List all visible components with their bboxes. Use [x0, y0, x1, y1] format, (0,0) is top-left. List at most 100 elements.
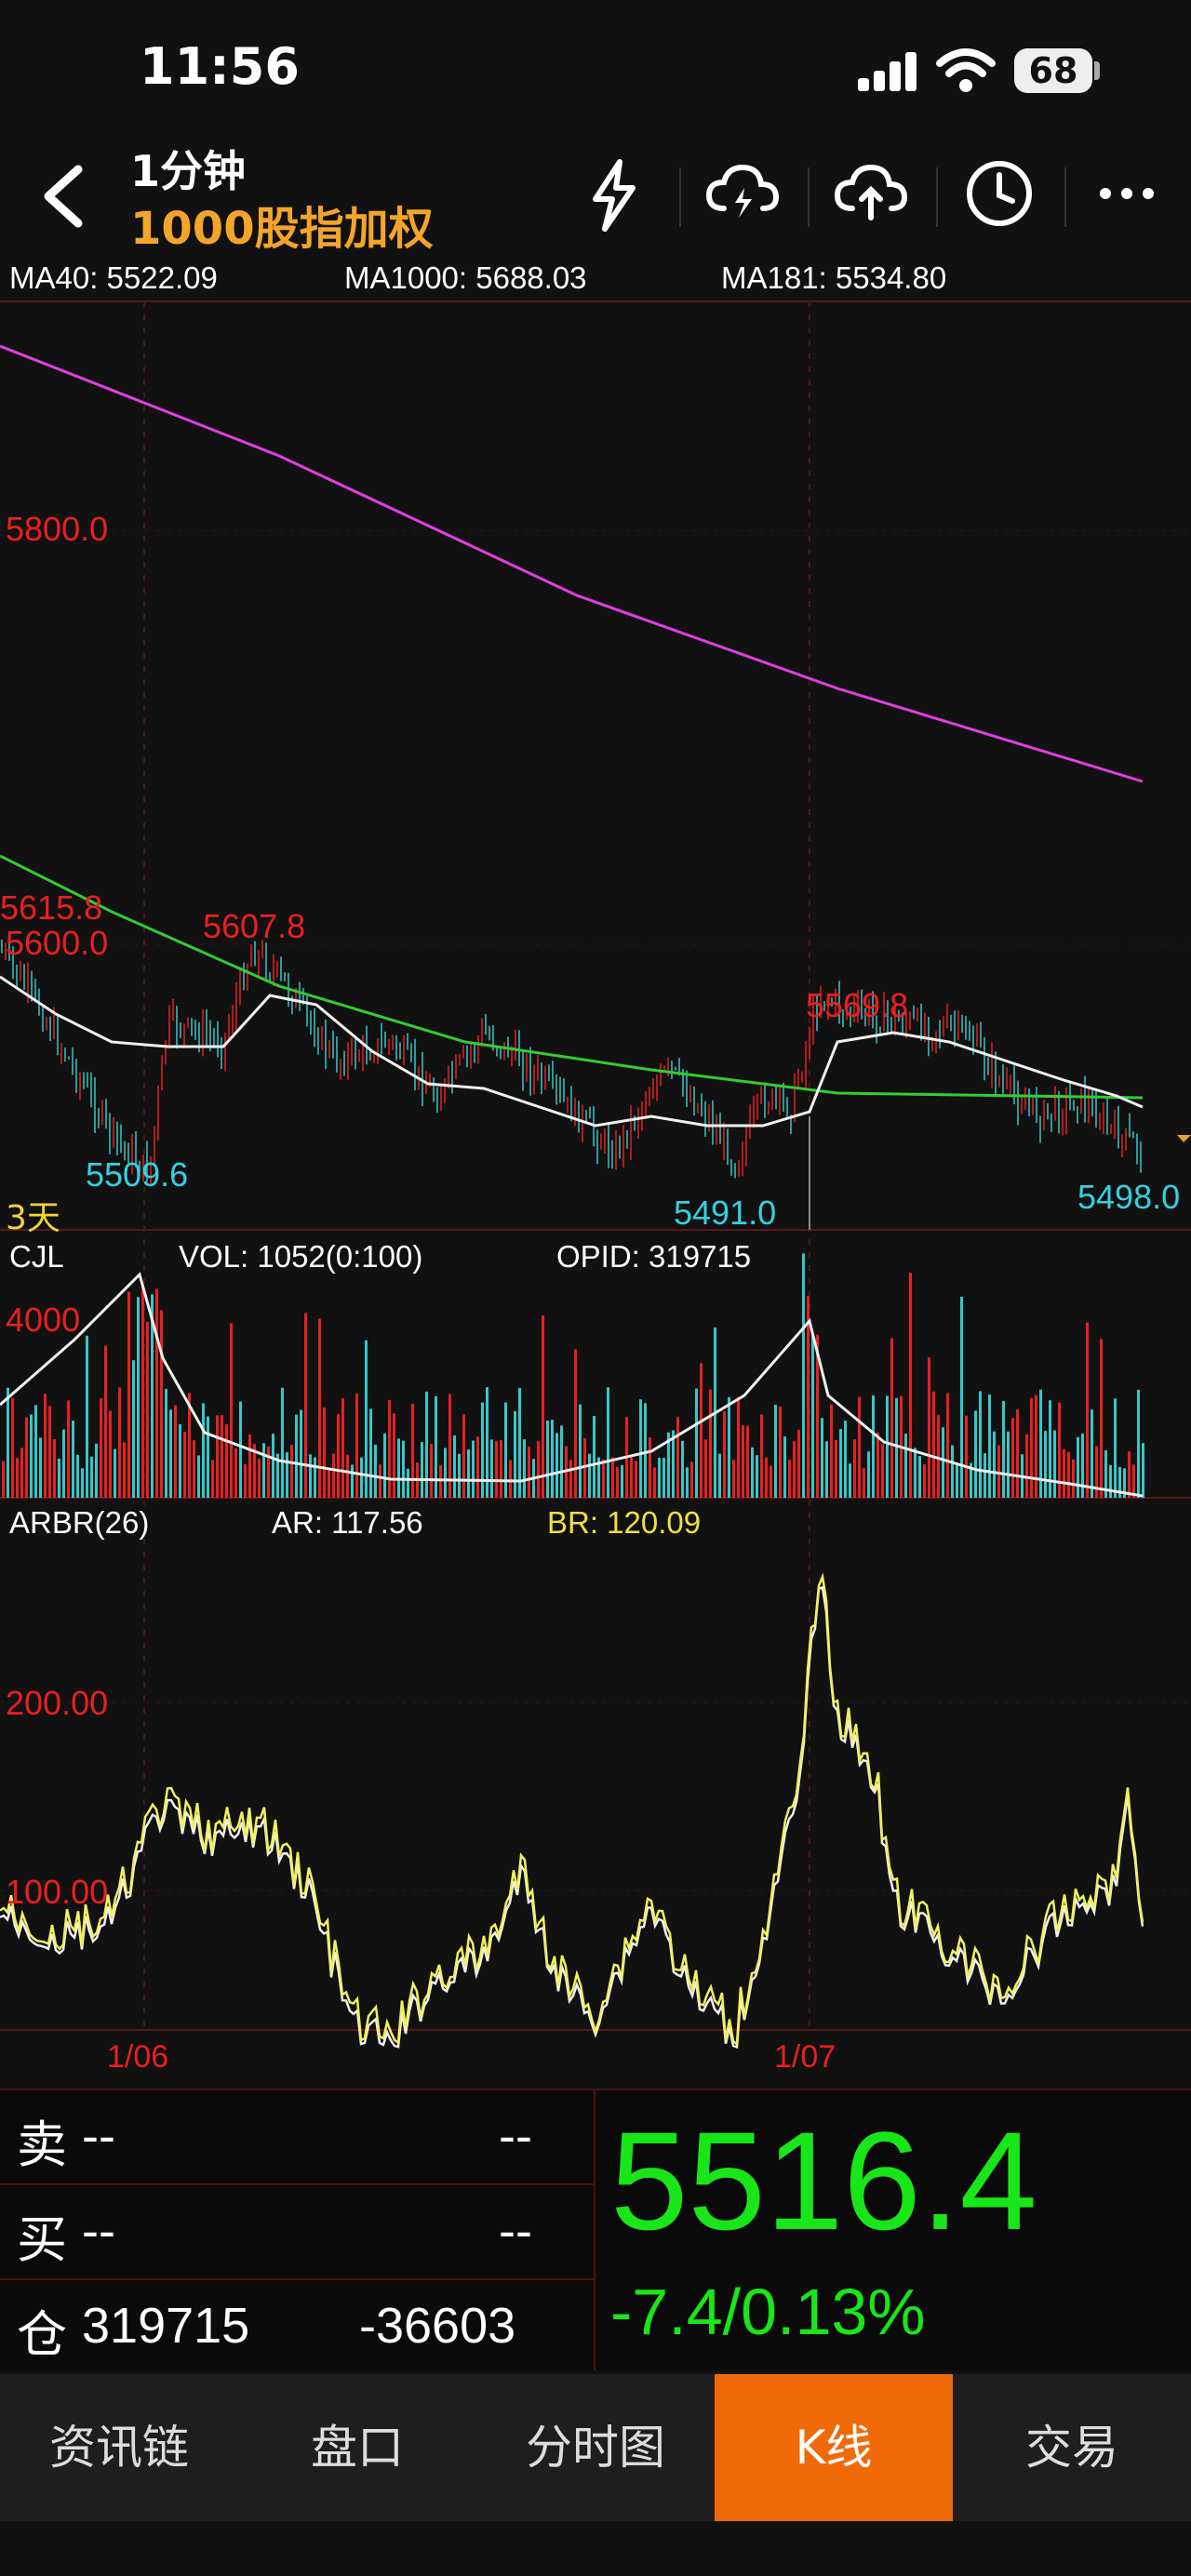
- volume-bar: [481, 1402, 484, 1498]
- volume-bar: [393, 1413, 395, 1498]
- tab-intraday[interactable]: 分时图: [526, 2421, 665, 2475]
- volume-bar: [374, 1444, 377, 1498]
- cloud-upload-icon[interactable]: [834, 160, 908, 225]
- volume-bar: [1095, 1446, 1098, 1498]
- volume-bar: [909, 1273, 912, 1498]
- gridlines: [0, 529, 1191, 1891]
- volume-bar: [132, 1360, 135, 1498]
- ma40-label: MA40: 5522.09: [9, 260, 218, 295]
- volume-bar: [2, 1461, 5, 1498]
- volume-bar: [341, 1398, 344, 1498]
- volume-bar: [225, 1424, 228, 1498]
- sell-qty: --: [499, 2108, 532, 2164]
- volume-bar: [123, 1442, 126, 1498]
- volume-bar: [448, 1394, 451, 1498]
- volume-bar: [895, 1397, 898, 1498]
- volume-bar: [579, 1404, 582, 1498]
- volume-bar: [7, 1387, 9, 1498]
- volume-bar: [276, 1453, 279, 1498]
- tab-order-book[interactable]: 盘口: [311, 2421, 404, 2475]
- volume-bar: [1016, 1408, 1019, 1498]
- candlesticks: [1, 935, 1142, 1184]
- volume-bar: [877, 1432, 879, 1498]
- volume-bar: [1118, 1466, 1121, 1498]
- volume-bar: [137, 1297, 140, 1498]
- volume-bar: [34, 1405, 37, 1498]
- current-price-marker: [1177, 1135, 1191, 1142]
- lightning-icon[interactable]: [586, 158, 642, 233]
- buy-price: --: [82, 2203, 115, 2259]
- arbr-y-label-100: 100.00: [6, 1873, 109, 1911]
- volume-bar: [62, 1429, 65, 1498]
- volume-bar: [72, 1421, 74, 1498]
- tab-news-chain[interactable]: 资讯链: [49, 2421, 189, 2475]
- volume-bar: [1030, 1398, 1033, 1498]
- volume-bar: [1007, 1431, 1010, 1498]
- volume-bar: [314, 1457, 316, 1498]
- ma1000-line: [0, 344, 1144, 783]
- bottom-tab-bar: 资讯链 盘口 分时图 K线 交易: [0, 2374, 1191, 2521]
- volume-bar: [974, 1410, 977, 1498]
- volume-bar: [425, 1391, 428, 1498]
- volume-bar: [849, 1463, 851, 1498]
- position-label: 仓: [17, 2305, 67, 2364]
- tab-trade[interactable]: 交易: [1025, 2421, 1118, 2475]
- volume-bar: [797, 1429, 800, 1498]
- volume-bar: [523, 1439, 526, 1498]
- volume-bar: [221, 1415, 223, 1498]
- volume-bar: [1044, 1431, 1047, 1498]
- volume-bar: [39, 1437, 42, 1498]
- volume-bar: [588, 1453, 591, 1498]
- volume-bar: [988, 1395, 991, 1498]
- tab-kline[interactable]: K线: [715, 2374, 953, 2521]
- ma1000-label: MA1000: 5688.03: [344, 260, 587, 295]
- volume-bar: [290, 1445, 293, 1498]
- volume-bar: [407, 1468, 409, 1498]
- volume-bar: [253, 1444, 256, 1498]
- volume-bar: [355, 1393, 358, 1498]
- header-separator: [679, 167, 681, 227]
- volume-bar: [793, 1441, 796, 1498]
- volume-bar: [323, 1407, 326, 1498]
- volume-bar: [686, 1467, 689, 1498]
- volume-bar: [946, 1393, 949, 1498]
- volume-bar: [472, 1440, 475, 1498]
- volume-bar: [234, 1448, 237, 1498]
- volume-bar: [1132, 1464, 1135, 1498]
- volume-bar: [281, 1387, 284, 1498]
- volume-bar: [369, 1408, 372, 1498]
- volume-bar: [695, 1388, 698, 1498]
- volume-bar: [383, 1433, 386, 1498]
- volume-bar: [1128, 1451, 1131, 1498]
- volume-bar: [1100, 1339, 1103, 1498]
- volume-bar: [127, 1291, 130, 1498]
- volume-bar: [542, 1315, 544, 1498]
- volume-bar: [337, 1414, 340, 1498]
- volume-bar: [779, 1406, 782, 1498]
- ar-line: [0, 1585, 1144, 2049]
- volume-bar: [1053, 1430, 1056, 1498]
- volume-bar: [602, 1459, 605, 1498]
- volume-bar: [67, 1400, 70, 1498]
- clock-icon[interactable]: [964, 158, 1035, 229]
- volume-bar: [309, 1454, 312, 1498]
- volume-bar: [918, 1456, 921, 1498]
- cloud-lightning-icon[interactable]: [705, 160, 780, 225]
- more-icon[interactable]: [1098, 186, 1156, 201]
- last-price: 5516.4: [610, 2102, 1037, 2259]
- signal-icon: [858, 52, 919, 93]
- volume-bar: [858, 1396, 861, 1498]
- buy-label: 买: [17, 2210, 67, 2269]
- volume-bar: [1058, 1402, 1061, 1498]
- volume-bar: [681, 1440, 684, 1498]
- volume-bar: [490, 1439, 493, 1498]
- sell-label: 卖: [17, 2116, 67, 2174]
- back-icon[interactable]: [35, 164, 91, 229]
- kline-chart[interactable]: [0, 298, 1191, 2056]
- volume-bar: [807, 1296, 810, 1498]
- volume-bar: [20, 1448, 23, 1498]
- volume-bar: [844, 1421, 847, 1498]
- instrument-name[interactable]: 1000股指加权: [130, 203, 434, 255]
- volume-bar: [774, 1405, 777, 1498]
- annotation-low-3: 5498.0: [1077, 1178, 1181, 1216]
